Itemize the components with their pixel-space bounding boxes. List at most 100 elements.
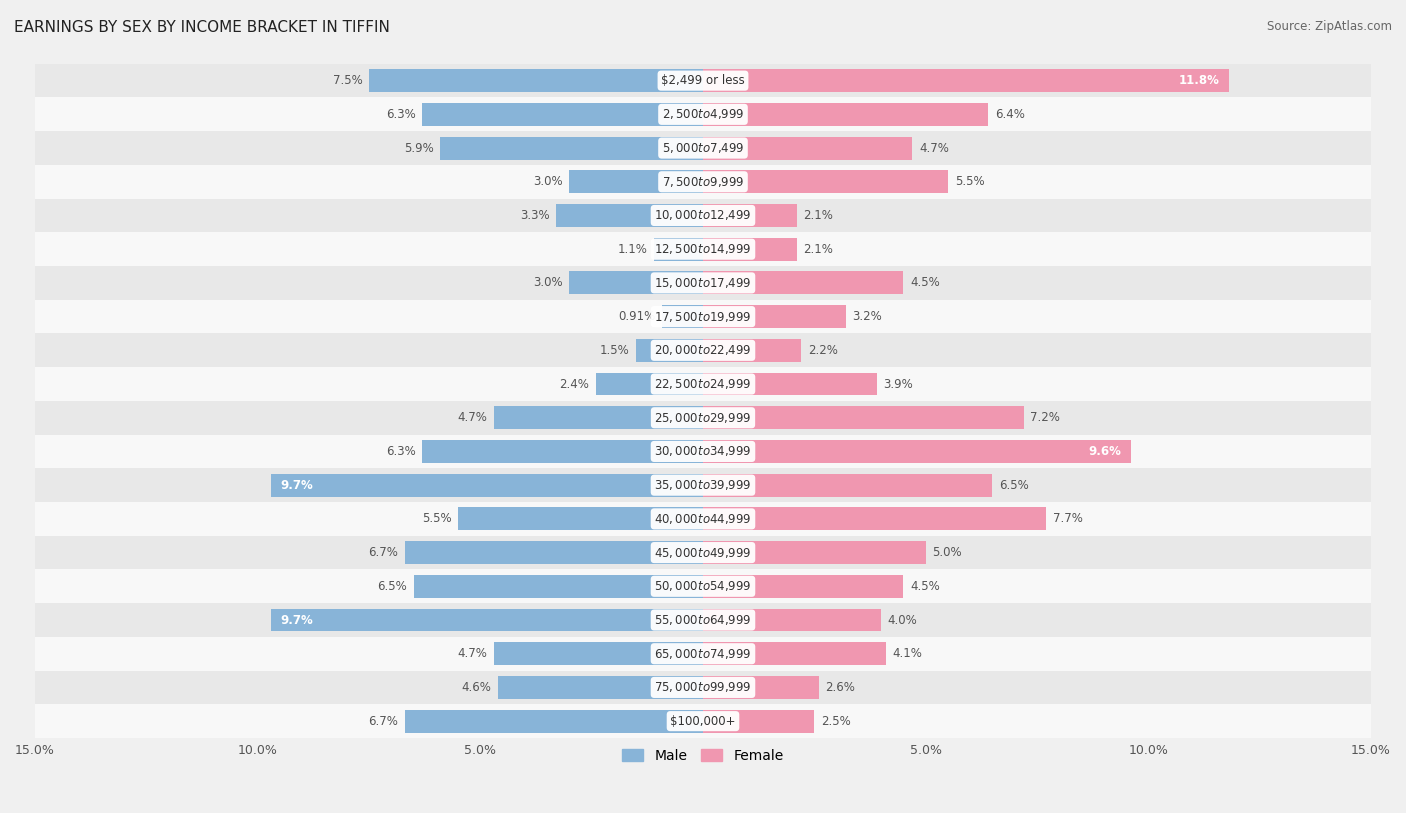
Text: $45,000 to $49,999: $45,000 to $49,999 <box>654 546 752 559</box>
Bar <box>35 603 1371 637</box>
Bar <box>703 507 1046 530</box>
Text: $55,000 to $64,999: $55,000 to $64,999 <box>654 613 752 627</box>
Bar <box>703 642 886 665</box>
Bar <box>703 372 877 395</box>
Text: 4.1%: 4.1% <box>893 647 922 660</box>
Text: 4.7%: 4.7% <box>457 411 486 424</box>
Text: 4.5%: 4.5% <box>910 276 939 289</box>
Text: $30,000 to $34,999: $30,000 to $34,999 <box>654 445 752 459</box>
Bar <box>703 575 904 598</box>
Bar <box>458 507 703 530</box>
Text: $7,500 to $9,999: $7,500 to $9,999 <box>662 175 744 189</box>
Text: 3.2%: 3.2% <box>852 310 882 323</box>
Text: 1.5%: 1.5% <box>600 344 630 357</box>
Bar <box>703 541 925 564</box>
Bar <box>35 502 1371 536</box>
Bar <box>35 165 1371 198</box>
Text: $12,500 to $14,999: $12,500 to $14,999 <box>654 242 752 256</box>
Text: 2.4%: 2.4% <box>560 377 589 390</box>
Text: 2.5%: 2.5% <box>821 715 851 728</box>
Bar <box>422 103 703 126</box>
Bar <box>368 69 703 92</box>
Bar <box>35 401 1371 435</box>
Bar <box>35 266 1371 300</box>
Text: 5.9%: 5.9% <box>404 141 433 154</box>
Text: 4.5%: 4.5% <box>910 580 939 593</box>
Text: $100,000+: $100,000+ <box>671 715 735 728</box>
Text: $5,000 to $7,499: $5,000 to $7,499 <box>662 141 744 155</box>
Text: EARNINGS BY SEX BY INCOME BRACKET IN TIFFIN: EARNINGS BY SEX BY INCOME BRACKET IN TIF… <box>14 20 389 35</box>
Bar <box>271 474 703 497</box>
Text: 3.3%: 3.3% <box>520 209 550 222</box>
Text: $75,000 to $99,999: $75,000 to $99,999 <box>654 680 752 694</box>
Bar <box>35 671 1371 704</box>
Bar <box>703 609 882 632</box>
Text: 7.7%: 7.7% <box>1053 512 1083 525</box>
Text: 4.6%: 4.6% <box>461 681 492 694</box>
Text: $15,000 to $17,499: $15,000 to $17,499 <box>654 276 752 290</box>
Text: $35,000 to $39,999: $35,000 to $39,999 <box>654 478 752 492</box>
Bar <box>35 198 1371 233</box>
Text: $17,500 to $19,999: $17,500 to $19,999 <box>654 310 752 324</box>
Text: 4.7%: 4.7% <box>457 647 486 660</box>
Bar <box>703 339 801 362</box>
Bar <box>703 204 797 227</box>
Text: 6.3%: 6.3% <box>387 108 416 121</box>
Text: 3.0%: 3.0% <box>533 176 562 189</box>
Text: 2.1%: 2.1% <box>803 243 834 256</box>
Text: 9.7%: 9.7% <box>280 614 312 627</box>
Text: $65,000 to $74,999: $65,000 to $74,999 <box>654 646 752 661</box>
Bar <box>35 131 1371 165</box>
Bar <box>662 305 703 328</box>
Bar <box>35 468 1371 502</box>
Text: 7.2%: 7.2% <box>1031 411 1060 424</box>
Bar <box>35 569 1371 603</box>
Bar <box>35 63 1371 98</box>
Bar <box>35 435 1371 468</box>
Text: 5.5%: 5.5% <box>422 512 451 525</box>
Bar <box>703 676 818 699</box>
Text: 3.0%: 3.0% <box>533 276 562 289</box>
Bar <box>498 676 703 699</box>
Text: 2.6%: 2.6% <box>825 681 855 694</box>
Bar <box>422 440 703 463</box>
Text: $2,500 to $4,999: $2,500 to $4,999 <box>662 107 744 121</box>
Text: 5.5%: 5.5% <box>955 176 984 189</box>
Bar <box>703 474 993 497</box>
Bar <box>440 137 703 159</box>
Text: 2.2%: 2.2% <box>807 344 838 357</box>
Bar <box>35 367 1371 401</box>
Bar <box>703 170 948 193</box>
Bar <box>703 103 988 126</box>
Text: 9.7%: 9.7% <box>280 479 312 492</box>
Text: 1.1%: 1.1% <box>617 243 647 256</box>
Bar <box>703 440 1130 463</box>
Bar <box>35 704 1371 738</box>
Text: 11.8%: 11.8% <box>1178 74 1219 87</box>
Bar <box>494 642 703 665</box>
Bar <box>494 406 703 429</box>
Bar <box>35 536 1371 569</box>
Bar <box>271 609 703 632</box>
Text: 2.1%: 2.1% <box>803 209 834 222</box>
Text: $20,000 to $22,499: $20,000 to $22,499 <box>654 343 752 358</box>
Bar <box>703 406 1024 429</box>
Bar <box>35 300 1371 333</box>
Text: $50,000 to $54,999: $50,000 to $54,999 <box>654 580 752 593</box>
Text: 3.9%: 3.9% <box>883 377 912 390</box>
Text: $25,000 to $29,999: $25,000 to $29,999 <box>654 411 752 424</box>
Text: $22,500 to $24,999: $22,500 to $24,999 <box>654 377 752 391</box>
Bar <box>703 69 1229 92</box>
Text: 6.5%: 6.5% <box>1000 479 1029 492</box>
Bar <box>405 710 703 733</box>
Bar <box>703 237 797 261</box>
Bar <box>703 272 904 294</box>
Legend: Male, Female: Male, Female <box>617 743 789 768</box>
Text: 6.7%: 6.7% <box>368 715 398 728</box>
Text: 6.3%: 6.3% <box>387 445 416 458</box>
Text: 4.7%: 4.7% <box>920 141 949 154</box>
Bar <box>636 339 703 362</box>
Text: 9.6%: 9.6% <box>1088 445 1122 458</box>
Text: 5.0%: 5.0% <box>932 546 962 559</box>
Bar <box>569 170 703 193</box>
